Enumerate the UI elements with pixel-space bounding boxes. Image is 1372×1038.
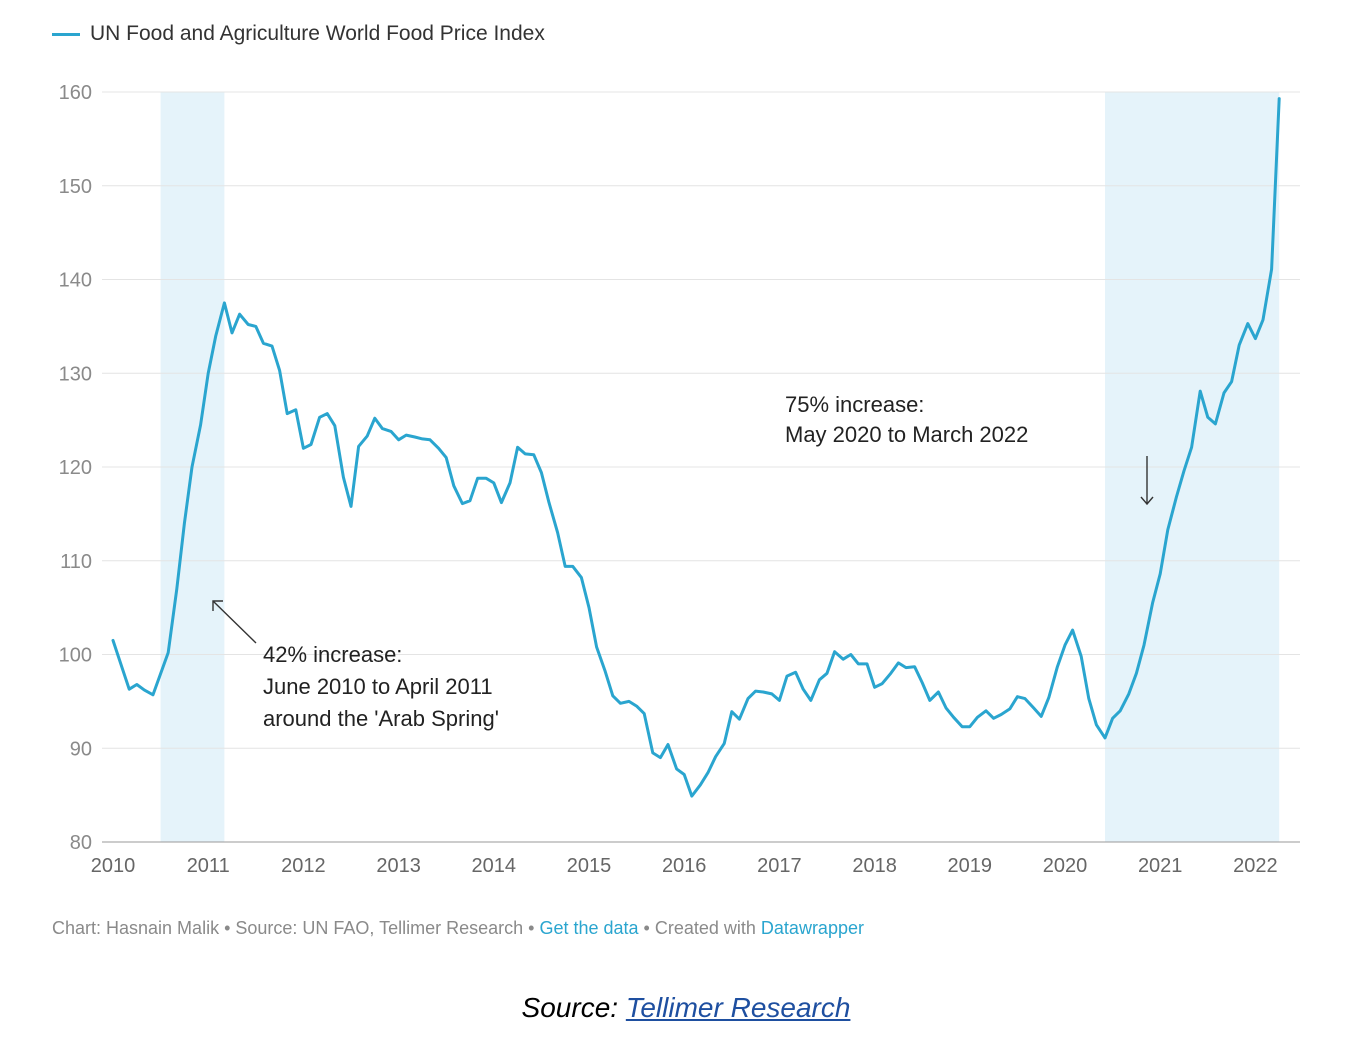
y-tick-label-160: 160 bbox=[59, 82, 92, 104]
annotation-arrow-down bbox=[1140, 456, 1154, 506]
x-tick-label-2016: 2016 bbox=[662, 855, 707, 877]
source-prefix: Source: bbox=[521, 992, 619, 1023]
get-the-data-link[interactable]: Get the data bbox=[539, 918, 639, 938]
x-tick-label-2019: 2019 bbox=[948, 855, 993, 877]
annotation-arrow-up-left bbox=[212, 600, 257, 644]
x-tick-label-2011: 2011 bbox=[187, 855, 230, 877]
legend-label: UN Food and Agriculture World Food Price… bbox=[90, 22, 545, 45]
footer-created-with: Created with bbox=[654, 918, 756, 938]
y-tick-label-90: 90 bbox=[70, 738, 92, 760]
datawrapper-link[interactable]: Datawrapper bbox=[760, 918, 864, 938]
footer-credit: Chart: Hasnain Malik bbox=[52, 918, 220, 938]
legend-line-swatch bbox=[52, 32, 80, 36]
x-tick-label-2013: 2013 bbox=[376, 855, 421, 877]
series-line-food-price-index bbox=[111, 97, 1281, 798]
footer-separator: • bbox=[638, 918, 655, 938]
x-tick-label-2014: 2014 bbox=[472, 855, 517, 877]
x-tick-label-2010: 2010 bbox=[91, 855, 136, 877]
y-tick-label-110: 110 bbox=[60, 551, 92, 573]
annotation-2020-2022: 75% increase: May 2020 to March 2022 bbox=[785, 392, 1028, 447]
annotation-arab-spring: 42% increase: June 2010 to April 2011 ar… bbox=[263, 642, 499, 731]
y-tick-label-140: 140 bbox=[59, 270, 92, 292]
y-tick-label-150: 150 bbox=[59, 176, 92, 198]
footer-source: Source: UN FAO, Tellimer Research bbox=[235, 918, 524, 938]
y-axis-ticks: 80 90 100 110 120 130 140 150 160 bbox=[59, 82, 92, 854]
x-tick-label-2022: 2022 bbox=[1233, 855, 1278, 877]
y-tick-label-100: 100 bbox=[59, 645, 92, 667]
x-tick-label-2018: 2018 bbox=[852, 855, 897, 877]
y-tick-label-120: 120 bbox=[59, 457, 92, 479]
tellimer-research-link[interactable]: Tellimer Research bbox=[625, 992, 851, 1023]
footer-separator: • bbox=[219, 918, 236, 938]
y-tick-label-80: 80 bbox=[70, 832, 92, 854]
source-caption: Source: Tellimer Research bbox=[0, 992, 1372, 1024]
chart-footer: Chart: Hasnain Malik • Source: UN FAO, T… bbox=[52, 918, 864, 939]
y-tick-label-130: 130 bbox=[59, 363, 92, 385]
footer-separator: • bbox=[523, 918, 540, 938]
x-tick-label-2017: 2017 bbox=[757, 855, 802, 877]
x-tick-label-2012: 2012 bbox=[281, 855, 326, 877]
x-axis-ticks: 2010 2011 2012 2013 2014 2015 2016 2017 2018 2019… bbox=[91, 855, 1278, 877]
chart-legend: UN Food and Agriculture World Food Price… bbox=[52, 22, 545, 46]
x-tick-label-2020: 2020 bbox=[1043, 855, 1088, 877]
x-tick-label-2021: 2021 bbox=[1138, 855, 1183, 877]
grid-lines bbox=[102, 91, 1300, 843]
x-tick-label-2015: 2015 bbox=[567, 855, 612, 877]
